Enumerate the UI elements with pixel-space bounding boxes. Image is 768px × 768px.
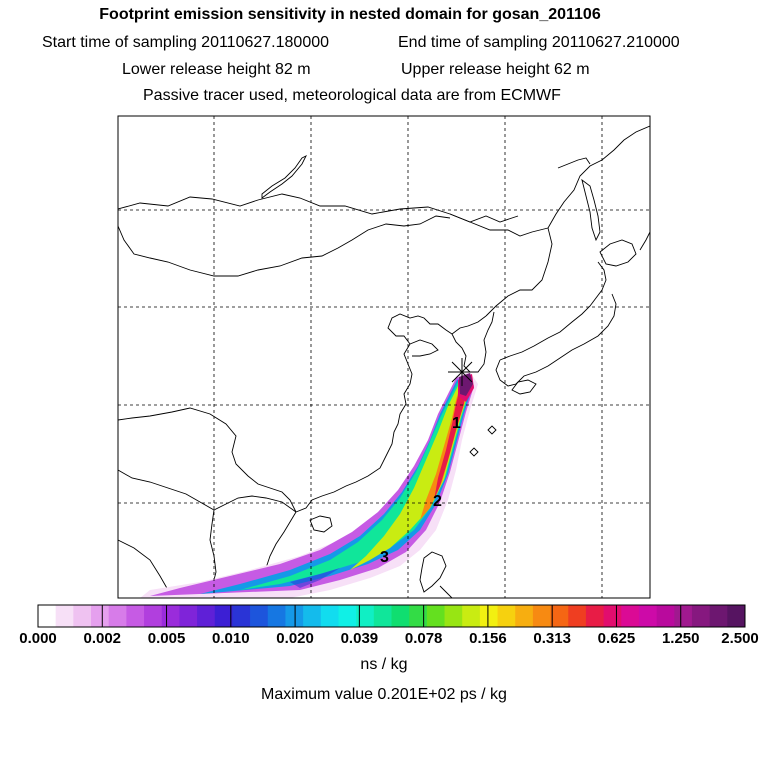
start-time-label: Start time of sampling 20110627.180000: [42, 34, 330, 51]
colorbar-swatch: [320, 605, 339, 627]
colorbar-tick-label: 0.156: [469, 630, 507, 647]
trajectory-marker-1: 1: [452, 415, 461, 432]
colorbar-swatch: [709, 605, 728, 627]
colorbar-swatch: [479, 605, 499, 627]
colorbar-swatch: [161, 605, 180, 627]
colorbar-swatch: [656, 605, 675, 627]
lower-release-height-label: Lower release height 82 m: [122, 61, 311, 78]
colorbar-swatch: [108, 605, 127, 627]
plot-title: Footprint emission sensitivity in nested…: [99, 6, 601, 23]
colorbar-swatch: [532, 605, 552, 627]
colorbar-swatch: [250, 605, 269, 627]
colorbar-tick-label: 2.500: [721, 630, 759, 647]
colorbar-swatch: [691, 605, 711, 627]
upper-release-height-label: Upper release height 62 m: [401, 61, 590, 78]
colorbar-swatch: [73, 605, 92, 627]
colorbar-swatch: [144, 605, 163, 627]
colorbar-tick-label: 0.000: [19, 630, 57, 647]
trajectory-marker-2: 2: [433, 493, 442, 510]
colorbar-tick-label: 0.078: [404, 630, 443, 647]
colorbar-tick-label: 0.020: [276, 630, 314, 647]
coastlines: [118, 125, 650, 598]
emission-plume: [140, 372, 478, 598]
colorbar-swatch: [38, 605, 57, 627]
colorbar-swatch: [338, 605, 357, 627]
colorbar: [37, 604, 746, 628]
colorbar-swatch: [585, 605, 605, 627]
release-site-marker: [448, 358, 476, 386]
colorbar-swatch: [197, 605, 216, 627]
colorbar-swatch: [674, 605, 693, 627]
end-time-label: End time of sampling 20110627.210000: [398, 34, 680, 51]
colorbar-swatch: [497, 605, 516, 627]
colorbar-swatch: [373, 605, 392, 627]
graticule: [118, 116, 650, 598]
colorbar-swatch: [550, 605, 569, 627]
colorbar-swatch: [126, 605, 145, 627]
colorbar-swatch: [621, 605, 640, 627]
colorbar-swatch: [568, 605, 587, 627]
colorbar-swatch: [232, 605, 251, 627]
colorbar-swatch: [267, 605, 286, 627]
colorbar-swatch: [391, 605, 410, 627]
colorbar-units: ns / kg: [360, 656, 408, 673]
colorbar-swatch: [603, 605, 622, 627]
colorbar-swatch: [409, 605, 428, 627]
tracer-note: Passive tracer used, meteorological data…: [143, 87, 561, 104]
colorbar-tick-label: 0.313: [533, 630, 571, 647]
colorbar-swatch: [515, 605, 534, 627]
colorbar-swatch: [55, 605, 74, 627]
colorbar-swatch: [303, 605, 322, 627]
colorbar-tick-label: 0.625: [597, 630, 636, 647]
colorbar-swatch: [727, 605, 746, 627]
colorbar-swatch: [356, 605, 375, 627]
trajectory-marker-3: 3: [380, 549, 389, 566]
maximum-value-text: Maximum value 0.201E+02 ps / kg: [261, 686, 507, 703]
colorbar-swatch: [444, 605, 463, 627]
colorbar-tick-label: 0.039: [340, 630, 379, 647]
colorbar-tick-label: 0.005: [147, 630, 186, 647]
colorbar-swatch: [285, 605, 304, 627]
colorbar-tick-label: 1.250: [661, 630, 700, 647]
colorbar-swatch: [91, 605, 110, 627]
colorbar-swatch: [638, 605, 658, 627]
colorbar-frame: [37, 604, 746, 628]
colorbar-swatch: [426, 605, 446, 627]
colorbar-swatch: [214, 605, 233, 627]
colorbar-tick-label: 0.010: [212, 630, 250, 647]
colorbar-tick-label: 0.002: [83, 630, 122, 647]
colorbar-swatch: [462, 605, 481, 627]
colorbar-swatch: [179, 605, 198, 627]
